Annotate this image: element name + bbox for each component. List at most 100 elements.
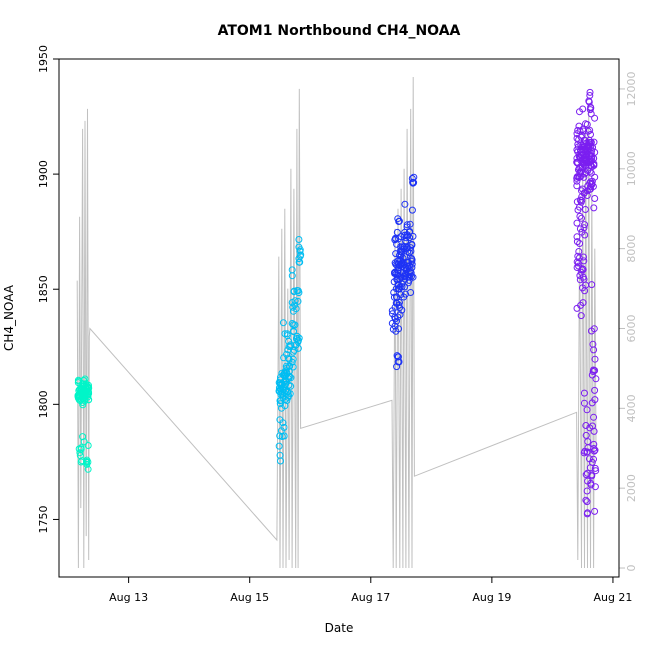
data-point xyxy=(289,363,297,371)
data-point xyxy=(577,312,585,320)
data-point xyxy=(391,269,398,277)
data-point xyxy=(590,427,598,435)
data-point xyxy=(576,212,584,220)
data-point xyxy=(285,372,293,380)
data-point xyxy=(408,175,416,182)
data-point xyxy=(290,328,297,336)
data-point xyxy=(394,353,402,361)
y-tick-label: 1800 xyxy=(37,390,50,418)
data-point xyxy=(398,248,406,256)
data-point xyxy=(288,266,296,274)
data-point xyxy=(582,496,590,504)
data-point xyxy=(579,159,587,167)
data-point xyxy=(591,483,599,491)
data-point xyxy=(574,259,582,267)
data-point xyxy=(573,304,581,312)
data-point xyxy=(590,204,598,212)
data-point xyxy=(583,487,591,495)
data-point xyxy=(590,440,598,448)
data-point xyxy=(584,158,591,166)
data-point xyxy=(275,379,283,387)
data-point xyxy=(276,400,284,408)
data-point xyxy=(405,249,413,257)
data-point xyxy=(80,438,88,446)
data-point xyxy=(289,303,297,311)
data-point xyxy=(396,299,403,306)
plot-frame xyxy=(58,58,620,578)
data-point xyxy=(408,240,416,248)
data-point xyxy=(393,261,401,269)
data-point xyxy=(575,152,583,160)
data-point xyxy=(290,287,298,295)
data-point xyxy=(580,253,587,261)
data-point xyxy=(389,310,396,318)
data-point xyxy=(588,458,596,466)
data-point xyxy=(586,126,594,134)
data-point xyxy=(580,140,588,148)
data-point xyxy=(573,130,581,138)
data-point xyxy=(392,327,400,335)
data-point xyxy=(295,236,303,243)
data-point xyxy=(592,375,600,383)
data-point xyxy=(573,233,581,241)
chart-title: ATOM1 Northbound CH4_NOAA xyxy=(218,23,461,39)
data-point xyxy=(401,283,409,291)
x-tick-label: Aug 15 xyxy=(230,591,269,604)
data-point xyxy=(394,358,402,366)
data-point xyxy=(591,507,599,515)
y-tick-label: 1900 xyxy=(37,160,50,188)
data-point xyxy=(576,240,584,247)
data-point xyxy=(588,155,596,163)
x-axis-label: Date xyxy=(325,621,354,635)
data-point xyxy=(76,449,84,457)
data-point xyxy=(275,387,283,395)
data-point xyxy=(590,455,597,463)
data-point xyxy=(584,477,592,485)
data-point xyxy=(573,219,581,227)
data-point xyxy=(295,334,303,342)
data-point xyxy=(395,217,403,225)
data-point xyxy=(296,246,304,254)
data-point xyxy=(393,317,400,325)
y2-tick-label: 6000 xyxy=(625,314,638,342)
data-point xyxy=(394,280,402,288)
y2-tick-label: 10000 xyxy=(625,151,638,186)
data-point xyxy=(589,340,597,348)
series-2 xyxy=(275,236,305,465)
data-point xyxy=(84,465,92,473)
data-point xyxy=(585,98,593,106)
data-point xyxy=(583,448,591,456)
data-point xyxy=(393,240,401,248)
data-point xyxy=(401,200,409,208)
data-point xyxy=(573,198,581,206)
data-point xyxy=(581,206,589,213)
data-point xyxy=(403,259,411,267)
data-point xyxy=(591,114,599,122)
data-point xyxy=(591,396,599,404)
data-point xyxy=(397,256,405,264)
data-points xyxy=(74,88,600,518)
data-point xyxy=(587,169,595,177)
data-point xyxy=(580,389,588,397)
y-tick-label: 1950 xyxy=(37,45,50,73)
data-point xyxy=(588,147,596,155)
data-point xyxy=(579,125,587,133)
data-point xyxy=(391,268,399,276)
data-point xyxy=(280,383,287,391)
data-point xyxy=(393,275,401,283)
data-point xyxy=(290,346,298,354)
series-3 xyxy=(388,173,418,371)
data-point xyxy=(285,355,293,363)
data-point xyxy=(587,103,595,111)
y2-tick-label: 12000 xyxy=(625,71,638,106)
data-point xyxy=(394,285,402,293)
data-point xyxy=(403,223,411,231)
data-point xyxy=(591,195,599,202)
data-point xyxy=(280,423,288,431)
data-point xyxy=(277,457,284,465)
series-1 xyxy=(74,375,93,473)
data-point xyxy=(575,248,583,255)
data-point xyxy=(590,447,598,455)
data-point xyxy=(588,281,596,289)
